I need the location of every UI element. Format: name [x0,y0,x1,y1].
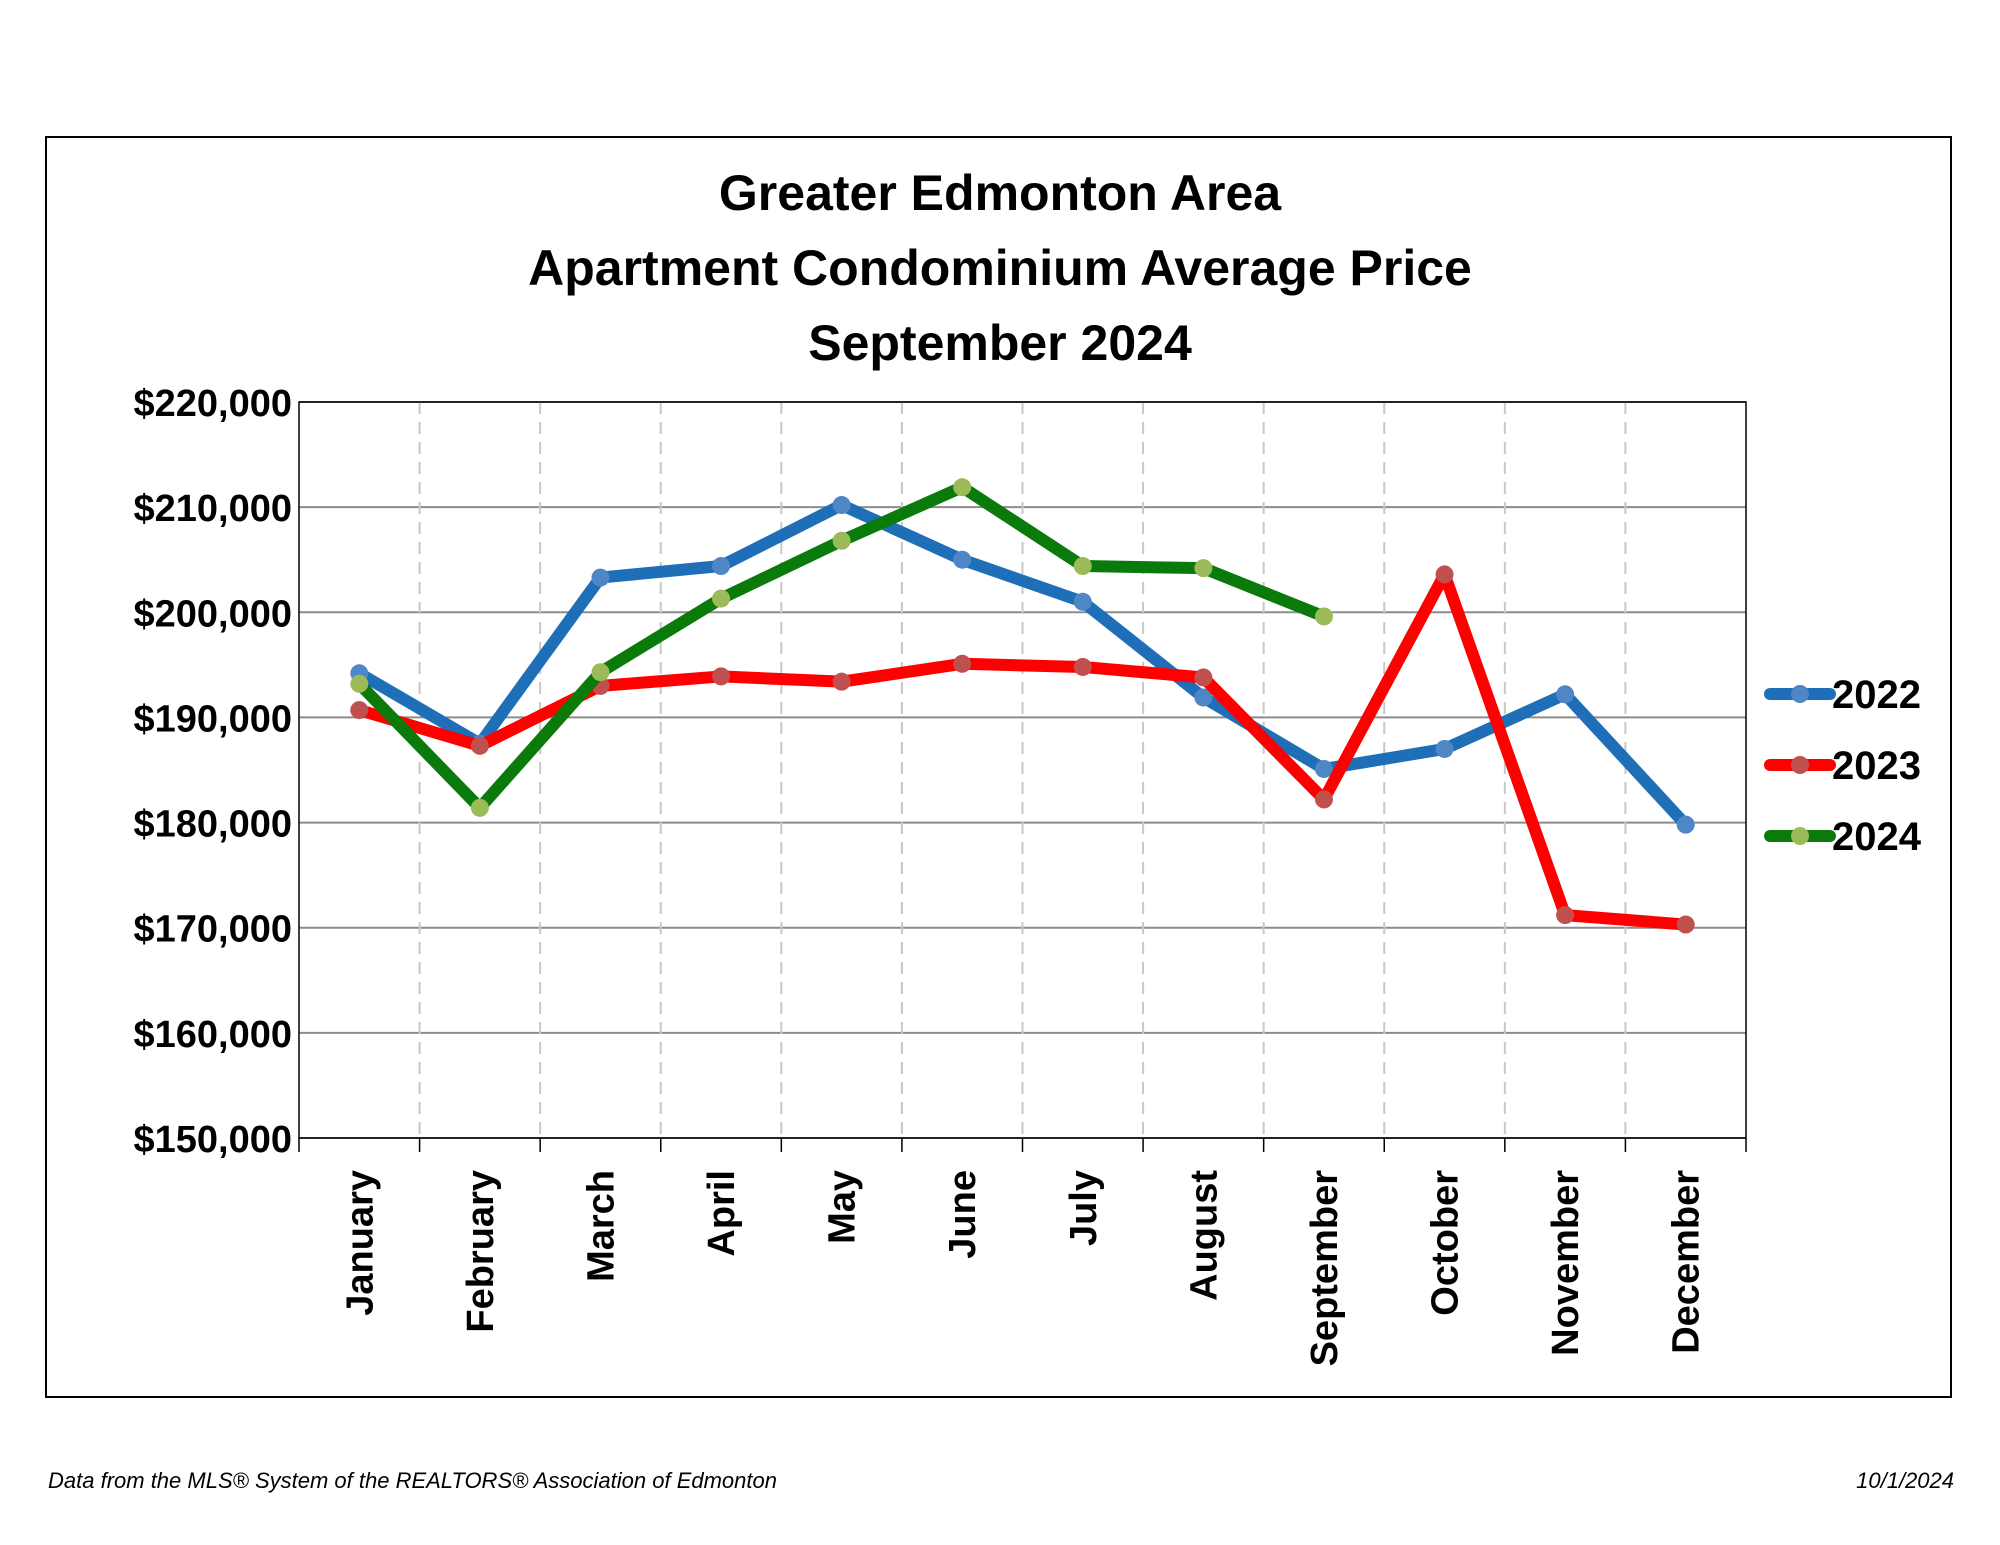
x-tick-label: February [460,1170,502,1333]
x-tick-label: January [339,1170,381,1316]
x-tick-label: May [822,1170,864,1244]
series-line-2022 [353,499,1692,831]
y-tick-label: $150,000 [134,1119,293,1161]
legend-label-2024: 2024 [1832,815,1922,859]
legend-label-2023: 2023 [1832,744,1921,788]
data-point-2024 [350,674,369,693]
data-point-2022 [1676,815,1695,834]
y-tick-label: $160,000 [134,1014,293,1056]
x-tick-label: October [1425,1170,1467,1316]
data-point-2023 [1676,915,1695,934]
x-tick-label: March [580,1170,622,1282]
data-point-2024 [1073,557,1092,576]
x-tick-label: July [1063,1170,1105,1246]
chart-title-line: September 2024 [808,315,1192,371]
data-point-2023 [1314,790,1333,809]
footer-source-note: Data from the MLS® System of the REALTOR… [48,1468,777,1493]
footer-date: 10/1/2024 [1856,1468,1954,1493]
series [350,478,1695,934]
data-point-2023 [1073,657,1092,676]
data-point-2024 [832,531,851,550]
data-point-2023 [350,701,369,720]
data-point-2023 [712,667,731,686]
data-point-2022 [1556,685,1575,704]
x-tick-label: June [942,1170,984,1259]
data-point-2022 [1314,759,1333,778]
y-axis: $150,000 $160,000 $170,000 $180,000 $190,000… [134,383,293,1161]
chart-title-line: Greater Edmonton Area [719,165,1282,221]
data-point-2023 [832,672,851,691]
data-point-2023 [470,736,489,755]
chart-title-line: Apartment Condominium Average Price [528,240,1472,296]
data-point-2023 [1194,668,1213,687]
legend-marker-2023 [1791,756,1809,774]
legend-label-2022: 2022 [1832,673,1921,717]
data-point-2024 [712,589,731,608]
data-point-2022 [832,496,851,515]
y-tick-label: $180,000 [134,804,293,846]
x-tick-label: April [701,1170,743,1257]
data-point-2023 [1556,906,1575,925]
data-point-2023 [953,654,972,673]
legend-marker-2024 [1791,827,1809,845]
x-axis: January February March April May June July Augu… [298,1138,1747,1367]
data-point-2022 [953,550,972,569]
data-point-2022 [591,568,610,587]
data-point-2022 [1194,688,1213,707]
data-point-2024 [1314,607,1333,626]
x-tick-label: December [1666,1170,1708,1354]
legend-marker-2022 [1791,685,1809,703]
data-point-2022 [1435,739,1454,758]
x-tick-label: November [1545,1170,1587,1356]
data-point-2024 [591,663,610,682]
x-tick-label: August [1183,1170,1225,1301]
y-tick-label: $210,000 [134,488,293,530]
y-tick-label: $190,000 [134,698,293,740]
data-point-2024 [1194,559,1213,578]
legend: 2022 2023 2024 [1764,673,1922,859]
y-tick-label: $220,000 [134,383,293,425]
data-point-2024 [953,478,972,497]
data-point-2023 [1435,565,1454,584]
chart-title: Greater Edmonton Area Apartment Condomini… [528,165,1472,371]
data-point-2022 [712,557,731,576]
y-tick-label: $200,000 [134,593,293,635]
data-point-2024 [470,798,489,817]
y-tick-label: $170,000 [134,909,293,951]
x-tick-label: September [1304,1170,1346,1367]
data-point-2022 [1073,592,1092,611]
